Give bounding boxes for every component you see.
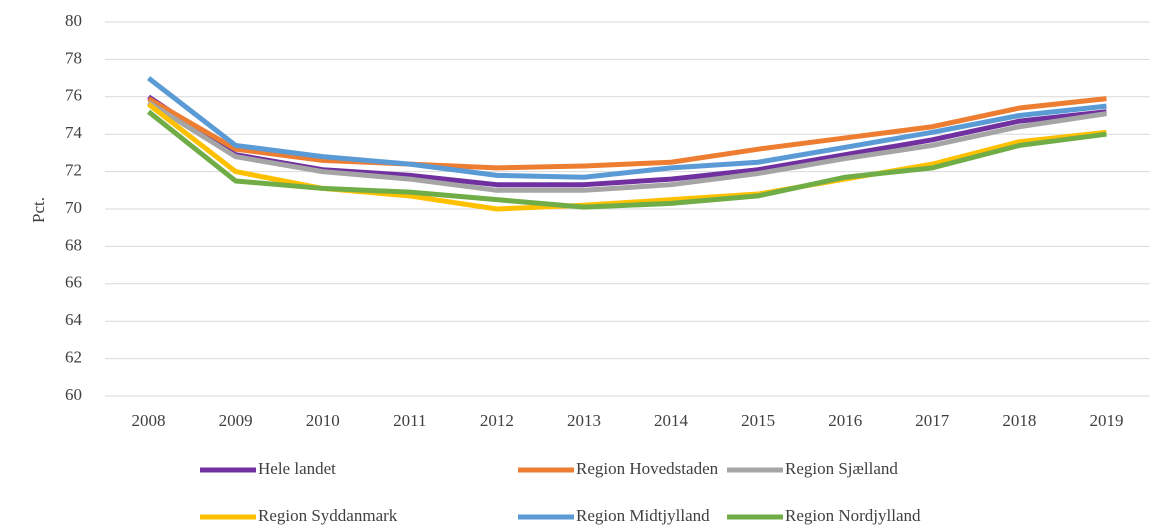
y-tick-label: 72 (65, 161, 82, 180)
series-line (147, 100, 1107, 193)
x-tick-label: 2015 (741, 411, 775, 430)
legend-label: Region Nordjylland (785, 506, 921, 525)
legend-label: Region Midtjylland (576, 506, 710, 525)
x-tick-label: 2018 (1002, 411, 1036, 430)
x-tick-label: 2009 (219, 411, 253, 430)
y-tick-label: 68 (65, 235, 82, 254)
y-tick-label: 78 (65, 48, 82, 67)
y-tick-label: 70 (65, 198, 82, 217)
x-tick-label: 2017 (915, 411, 950, 430)
x-tick-label: 2019 (1089, 411, 1123, 430)
y-tick-label: 60 (65, 385, 82, 404)
legend-label: Region Sjælland (785, 459, 898, 478)
y-tick-label: 76 (65, 86, 82, 105)
x-tick-label: 2008 (132, 411, 166, 430)
x-tick-label: 2011 (393, 411, 426, 430)
x-tick-label: 2012 (480, 411, 514, 430)
y-tick-label: 64 (65, 310, 83, 329)
x-tick-label: 2016 (828, 411, 862, 430)
legend-label: Hele landet (258, 459, 336, 478)
series-line (147, 76, 1107, 180)
series-line (147, 96, 1107, 171)
y-tick-label: 66 (65, 273, 82, 292)
y-axis-label: Pct. (29, 197, 48, 223)
legend-label: Region Syddanmark (258, 506, 398, 525)
x-tick-label: 2014 (654, 411, 689, 430)
y-tick-label: 62 (65, 348, 82, 367)
y-tick-label: 80 (65, 11, 82, 30)
legend-label: Region Hovedstaden (576, 459, 719, 478)
y-tick-label: 74 (65, 123, 83, 142)
x-tick-label: 2010 (306, 411, 340, 430)
series-line (146, 109, 1107, 210)
x-tick-label: 2013 (567, 411, 601, 430)
